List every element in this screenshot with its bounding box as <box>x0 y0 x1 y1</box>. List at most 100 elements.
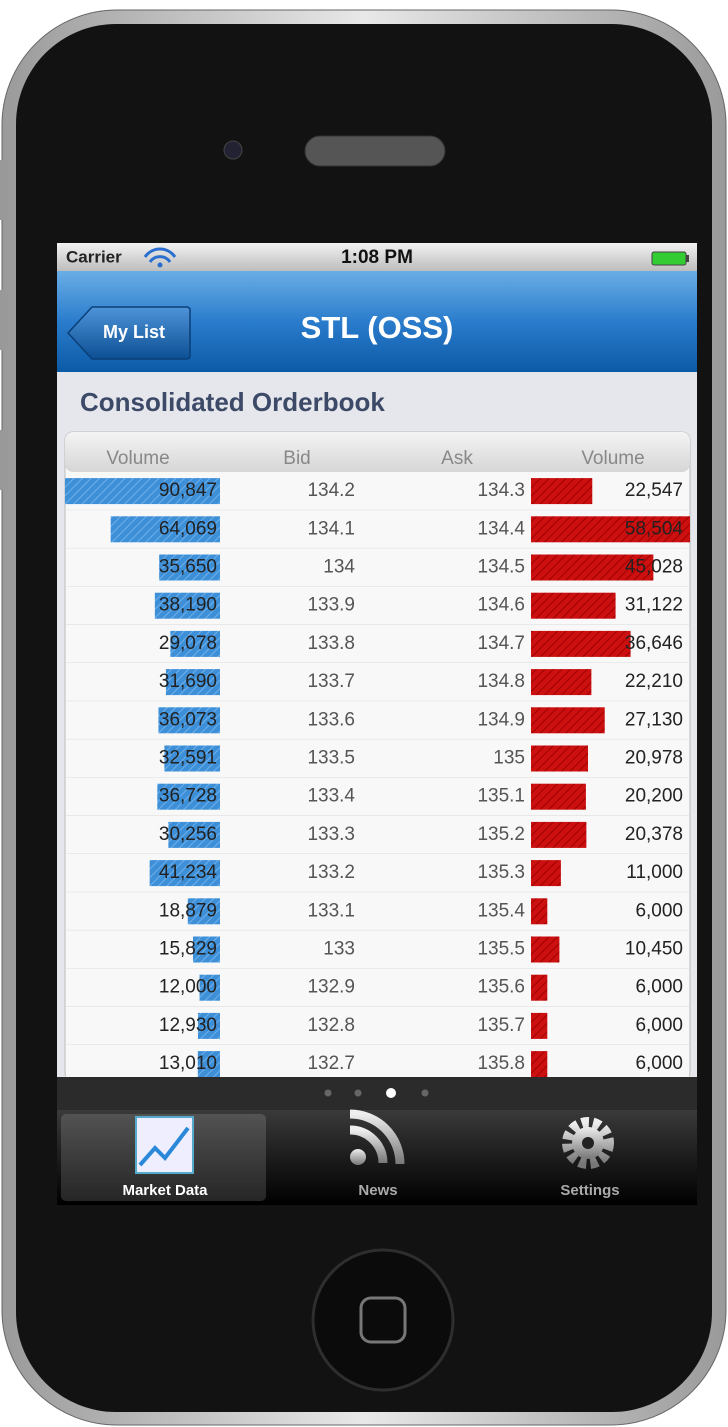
ask-volume-bar <box>531 478 592 504</box>
bid-price: 132.9 <box>307 977 355 998</box>
ask-price: 134.9 <box>477 709 525 730</box>
bid-volume: 15,829 <box>159 939 217 960</box>
bid-price: 134.1 <box>307 518 355 539</box>
ask-price: 135.7 <box>477 1015 525 1036</box>
bid-price: 133.1 <box>307 900 355 921</box>
ask-volume: 20,978 <box>625 748 683 769</box>
bid-volume: 36,073 <box>159 709 217 730</box>
tab-label[interactable]: News <box>358 1182 397 1199</box>
ask-price: 134.3 <box>477 480 525 501</box>
bid-volume: 35,650 <box>159 557 217 578</box>
bid-price: 133.2 <box>307 862 355 883</box>
market-data-icon[interactable] <box>136 1117 193 1173</box>
bid-price: 133.8 <box>307 633 355 654</box>
ask-price: 135.2 <box>477 824 525 845</box>
ask-volume-bar <box>531 631 631 657</box>
side-button <box>0 160 8 220</box>
bid-price: 133.3 <box>307 824 355 845</box>
ask-volume: 6,000 <box>635 1015 683 1036</box>
phone-screenshot: Carrier 1:08 PM My List STL (OSS) Consol… <box>0 0 728 1427</box>
bid-volume: 12,930 <box>159 1015 217 1036</box>
bid-volume: 36,728 <box>159 786 217 807</box>
wifi-icon <box>158 263 163 268</box>
bid-price: 133.5 <box>307 748 355 769</box>
page-dot[interactable] <box>355 1090 362 1097</box>
bid-volume: 12,000 <box>159 977 217 998</box>
battery <box>686 255 689 262</box>
ask-price: 135.3 <box>477 862 525 883</box>
bid-price: 134.2 <box>307 480 355 501</box>
ask-volume-bar <box>531 707 605 733</box>
tab-label[interactable]: Market Data <box>122 1182 208 1199</box>
ask-volume: 58,504 <box>625 518 684 539</box>
column-header: Bid <box>283 448 310 469</box>
home-button[interactable] <box>313 1250 453 1390</box>
ask-price: 134.5 <box>477 557 525 578</box>
carrier: Carrier <box>66 247 122 266</box>
bid-price: 133.6 <box>307 709 355 730</box>
ask-volume: 6,000 <box>635 1053 683 1074</box>
ask-volume-bar <box>531 975 547 1001</box>
ask-volume-bar <box>531 784 586 810</box>
section-title: Consolidated Orderbook <box>80 387 385 417</box>
column-header: Volume <box>581 448 644 469</box>
settings-icon[interactable] <box>582 1137 594 1149</box>
bid-price: 132.8 <box>307 1015 355 1036</box>
ask-volume: 36,646 <box>625 633 683 654</box>
ask-price: 135.5 <box>477 939 525 960</box>
ask-price: 135.8 <box>477 1053 525 1074</box>
bid-volume: 38,190 <box>159 595 217 616</box>
ask-volume-bar <box>531 1051 547 1077</box>
tab-label[interactable]: Settings <box>560 1182 619 1199</box>
camera <box>224 141 242 159</box>
bid-price: 133.7 <box>307 671 355 692</box>
ask-volume: 22,547 <box>625 480 683 501</box>
bid-price: 133.9 <box>307 595 355 616</box>
nav-title: STL (OSS) <box>301 310 454 345</box>
ask-volume: 31,122 <box>625 595 683 616</box>
page: {"status_bar": {"carrier": "Carrier", "t… <box>0 0 728 1427</box>
ask-volume-bar <box>531 898 547 924</box>
bid-volume: 64,069 <box>159 518 217 539</box>
ask-price: 134.8 <box>477 671 525 692</box>
ask-price: 134.7 <box>477 633 525 654</box>
bid-price: 133 <box>323 939 355 960</box>
bid-volume: 32,591 <box>159 748 217 769</box>
ask-volume-bar <box>531 937 559 963</box>
ask-volume: 20,200 <box>625 786 683 807</box>
ask-volume: 20,378 <box>625 824 683 845</box>
bid-volume: 13,010 <box>159 1053 217 1074</box>
ask-price: 135.1 <box>477 786 525 807</box>
bid-volume: 90,847 <box>159 480 217 501</box>
bid-volume: 31,690 <box>159 671 217 692</box>
ask-volume-bar <box>531 746 588 772</box>
bid-volume: 18,879 <box>159 900 217 921</box>
clock: 1:08 PM <box>341 247 413 268</box>
bid-price: 132.7 <box>307 1053 355 1074</box>
ask-volume: 11,000 <box>626 862 683 883</box>
ask-volume-bar <box>531 593 616 619</box>
bid-price: 134 <box>323 557 355 578</box>
ask-price: 134.6 <box>477 595 525 616</box>
page-control <box>57 1077 697 1110</box>
speaker <box>305 136 445 166</box>
page-dot[interactable] <box>386 1088 396 1098</box>
ask-volume-bar <box>531 822 586 848</box>
ask-price: 135.4 <box>477 900 525 921</box>
bid-volume: 29,078 <box>159 633 217 654</box>
ask-volume-bar <box>531 860 561 886</box>
ask-price: 135.6 <box>477 977 525 998</box>
page-dot[interactable] <box>422 1090 429 1097</box>
side-button <box>0 290 8 350</box>
page-dot[interactable] <box>325 1090 332 1097</box>
bid-price: 133.4 <box>307 786 355 807</box>
ask-price: 134.4 <box>477 518 525 539</box>
back-button-label[interactable]: My List <box>103 322 165 342</box>
ask-volume: 27,130 <box>625 709 683 730</box>
ask-volume-bar <box>531 669 591 695</box>
news-icon[interactable] <box>350 1149 366 1165</box>
bid-volume: 30,256 <box>159 824 217 845</box>
ask-volume: 6,000 <box>635 900 683 921</box>
side-button <box>0 430 8 490</box>
battery <box>652 252 686 265</box>
